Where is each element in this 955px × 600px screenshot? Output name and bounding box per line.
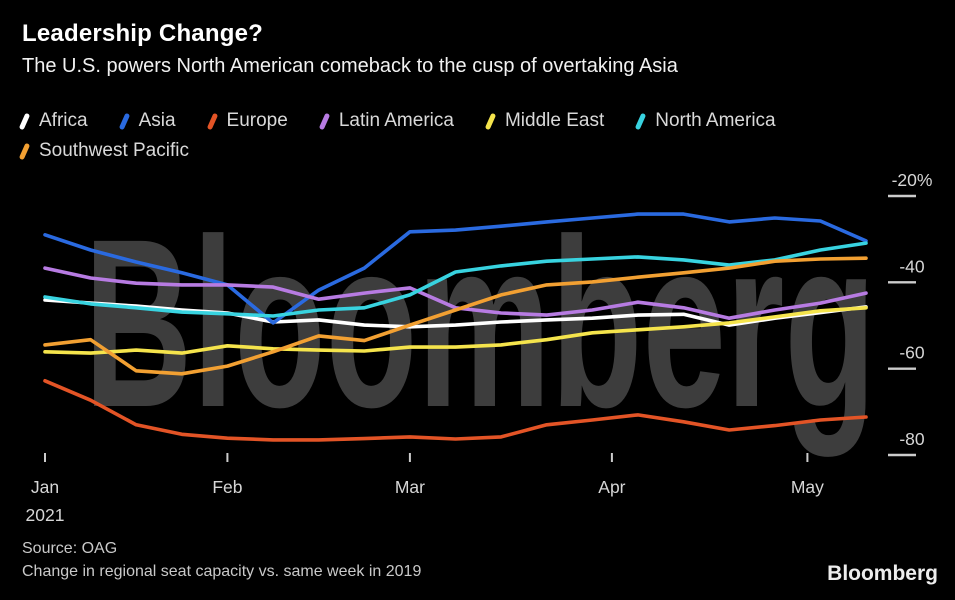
series-line-europe	[43, 378, 868, 442]
y-axis-label--40: -40	[899, 256, 925, 276]
series-line-latin-america	[43, 266, 868, 321]
legend-item-southwest-pacific: Southwest Pacific	[18, 140, 189, 162]
series-line-africa	[43, 298, 868, 329]
chart-header: Leadership Change? The U.S. powers North…	[22, 20, 678, 78]
legend-item-latin-america: Latin America	[318, 110, 454, 132]
series-line-north-america	[43, 241, 868, 318]
legend-label-europe: Europe	[226, 110, 288, 131]
legend-item-asia: Asia	[118, 110, 176, 132]
legend-label-asia: Asia	[138, 110, 176, 131]
legend-label-latin-america: Latin America	[338, 110, 454, 131]
y-axis-label--60: -60	[899, 343, 925, 363]
series-line-southwest-pacific	[43, 256, 868, 376]
series-line-middle-east	[43, 305, 868, 355]
bloomberg-logo: Bloomberg	[827, 562, 938, 585]
x-axis-label-feb: Feb	[212, 477, 242, 497]
legend-item-north-america: North America	[634, 110, 776, 132]
legend-label-north-america: North America	[655, 110, 776, 131]
legend-item-europe: Europe	[206, 110, 288, 132]
x-axis-label-apr: Apr	[598, 477, 625, 497]
y-axis-label--20%: -20%	[892, 170, 933, 190]
legend-item-middle-east: Middle East	[484, 110, 605, 132]
x-axis-label-mar: Mar	[395, 477, 425, 497]
legend-label-middle-east: Middle East	[504, 110, 605, 131]
x-axis-year-label: 2021	[26, 505, 65, 525]
source-text: Source: OAG	[22, 540, 118, 557]
chart-subtitle: The U.S. powers North American comeback …	[22, 55, 678, 77]
legend-item-africa: Africa	[18, 110, 88, 132]
chart-title: Leadership Change?	[22, 20, 263, 47]
chart-footer: Source: OAG Change in regional seat capa…	[22, 537, 421, 583]
x-axis-label-jan: Jan	[31, 477, 59, 497]
note-text: Change in regional seat capacity vs. sam…	[22, 563, 422, 580]
chart-legend: Africa Asia Europe Latin America Middle East…	[18, 110, 867, 162]
series-line-asia	[43, 212, 868, 325]
legend-label-africa: Africa	[39, 110, 88, 131]
y-axis-label--80: -80	[899, 429, 925, 449]
legend-label-southwest-pacific: Southwest Pacific	[39, 140, 189, 161]
x-axis-label-may: May	[791, 477, 824, 497]
